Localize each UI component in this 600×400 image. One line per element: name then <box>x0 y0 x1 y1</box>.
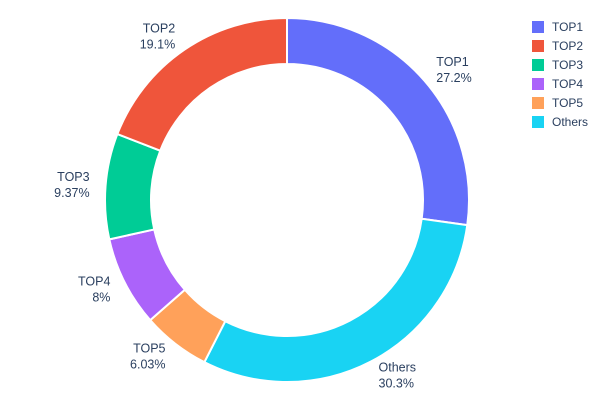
legend-label: TOP2 <box>551 39 584 53</box>
legend-swatch-TOP3 <box>531 59 544 71</box>
legend-item-TOP5[interactable]: TOP5 <box>531 96 588 110</box>
legend-item-TOP1[interactable]: TOP1 <box>531 20 588 34</box>
slice-label-Others: Others 30.3% <box>379 361 417 391</box>
pie-slice-TOP2[interactable] <box>116 16 288 153</box>
pie-slice-TOP1[interactable] <box>286 16 470 227</box>
legend-label: TOP4 <box>551 77 584 91</box>
legend-item-Others[interactable]: Others <box>531 115 588 129</box>
legend-swatch-TOP5 <box>531 97 544 109</box>
legend-item-TOP3[interactable]: TOP3 <box>531 58 588 72</box>
legend-item-TOP2[interactable]: TOP2 <box>531 39 588 53</box>
legend-swatch-Others <box>531 116 544 128</box>
legend-swatch-TOP2 <box>531 40 544 52</box>
chart-legend: TOP1 TOP2 TOP3 TOP4 TOP5 Others <box>531 20 588 129</box>
legend-label: Others <box>551 115 588 129</box>
legend-label: TOP3 <box>551 58 584 72</box>
legend-swatch-TOP1 <box>531 21 544 33</box>
legend-label: TOP5 <box>551 96 584 110</box>
legend-item-TOP4[interactable]: TOP4 <box>531 77 588 91</box>
slice-label-TOP1: TOP1 27.2% <box>436 55 471 85</box>
slice-label-TOP5: TOP5 6.03% <box>130 341 166 371</box>
slice-label-TOP4: TOP4 8% <box>78 275 110 305</box>
pie-slice-Others[interactable] <box>203 217 469 383</box>
legend-swatch-TOP4 <box>531 78 544 90</box>
slice-label-TOP2: TOP2 19.1% <box>140 22 176 52</box>
pie-slice-TOP3[interactable] <box>104 132 162 241</box>
slice-label-TOP3: TOP3 9.37% <box>54 170 90 200</box>
legend-label: TOP1 <box>551 20 584 34</box>
